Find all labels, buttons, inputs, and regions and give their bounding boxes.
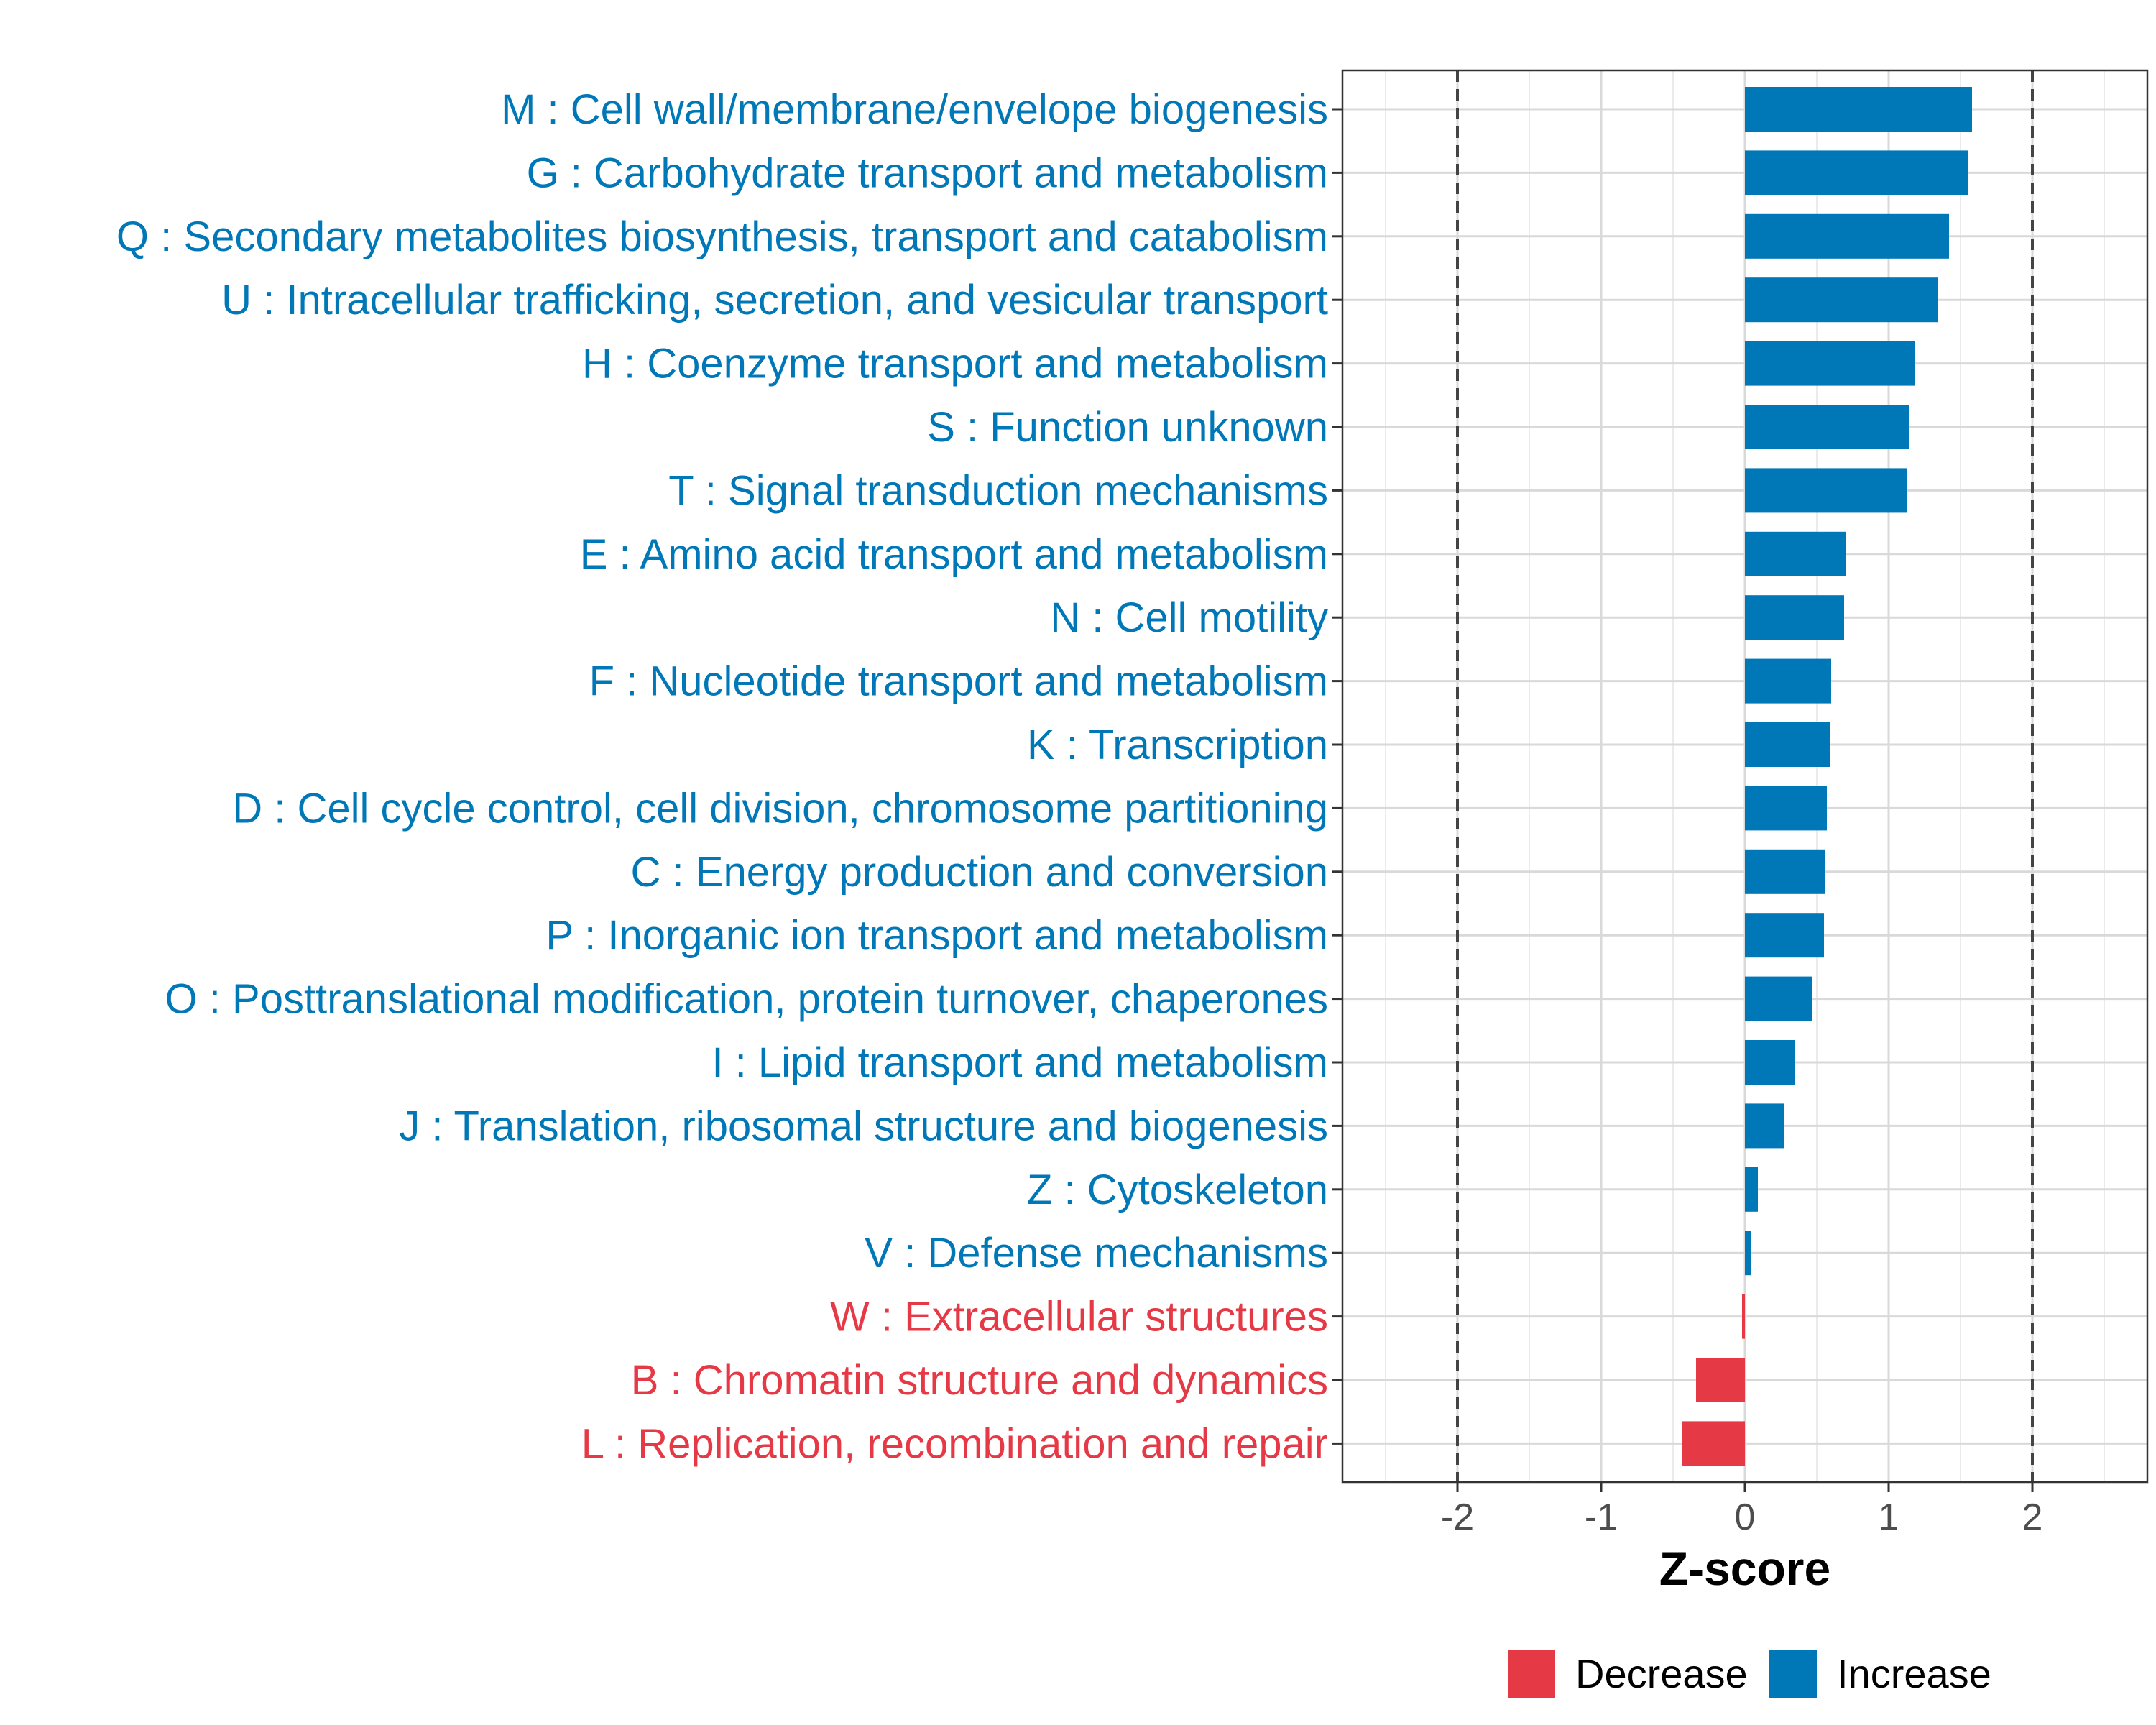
category-label: O : Posttranslational modification, prot… [165, 976, 1328, 1023]
category-label: L : Replication, recombination and repai… [581, 1420, 1328, 1467]
x-tick-label: 2 [2022, 1496, 2043, 1538]
category-label: G : Carbohydrate transport and metabolis… [527, 150, 1328, 196]
category-label: E : Amino acid transport and metabolism [580, 531, 1328, 578]
bar [1745, 722, 1830, 767]
category-label: S : Function unknown [927, 404, 1328, 451]
category-label: T : Signal transduction mechanisms [668, 467, 1328, 514]
legend-key [1508, 1650, 1555, 1698]
category-labels: M : Cell wall/membrane/envelope biogenes… [116, 86, 1328, 1467]
bar [1745, 468, 1907, 513]
bar [1745, 976, 1812, 1021]
x-tick-label: 1 [1879, 1496, 1899, 1538]
bar [1745, 1103, 1784, 1149]
x-axis-title: Z-score [1659, 1542, 1830, 1595]
legend-key [1769, 1650, 1817, 1698]
category-label: N : Cell motility [1050, 594, 1328, 641]
bar [1745, 87, 1972, 132]
bar [1745, 531, 1846, 576]
bar [1745, 1230, 1751, 1276]
category-label: W : Extracellular structures [830, 1294, 1328, 1340]
bar [1745, 277, 1938, 323]
bar [1745, 341, 1915, 386]
legend-label: Increase [1837, 1651, 1991, 1696]
x-tick-label: -1 [1585, 1496, 1618, 1538]
category-label: M : Cell wall/membrane/envelope biogenes… [501, 86, 1328, 133]
bar [1745, 658, 1831, 704]
bar [1745, 405, 1909, 449]
bar [1742, 1294, 1745, 1339]
bar [1745, 849, 1825, 894]
category-label: C : Energy production and conversion [631, 849, 1328, 896]
x-tick-label: 0 [1735, 1496, 1756, 1538]
category-label: H : Coenzyme transport and metabolism [582, 341, 1328, 387]
bar [1696, 1358, 1745, 1402]
category-label: K : Transcription [1027, 722, 1328, 768]
legend-label: Decrease [1575, 1651, 1748, 1696]
bar [1745, 595, 1844, 640]
x-axis-ticks: -2 -1 0 1 2 [1441, 1482, 2043, 1538]
bar [1745, 1167, 1758, 1212]
category-label: I : Lipid transport and metabolism [711, 1039, 1328, 1086]
category-label: P : Inorganic ion transport and metaboli… [545, 912, 1328, 959]
category-label: Q : Secondary metabolites biosynthesis, … [116, 213, 1328, 260]
category-label: U : Intracellular trafficking, secretion… [221, 277, 1328, 323]
category-label: J : Translation, ribosomal structure and… [399, 1103, 1328, 1149]
bar [1745, 913, 1824, 958]
category-label: Z : Cytoskeleton [1027, 1167, 1328, 1213]
category-label: V : Defense mechanisms [865, 1230, 1328, 1276]
category-label: B : Chromatin structure and dynamics [631, 1357, 1328, 1404]
legend: Decrease Increase [1508, 1650, 1991, 1698]
category-label: F : Nucleotide transport and metabolism [589, 658, 1328, 705]
bar [1745, 786, 1827, 831]
bar-layer [1682, 87, 1972, 1466]
bar [1745, 150, 1968, 196]
bar [1745, 1040, 1795, 1085]
y-axis-ticks [1332, 108, 1342, 1445]
reference-lines [1456, 70, 2034, 1482]
category-label: D : Cell cycle control, cell division, c… [232, 785, 1328, 832]
bar [1682, 1421, 1745, 1466]
x-tick-label: -2 [1441, 1496, 1474, 1538]
bar [1745, 213, 1949, 259]
